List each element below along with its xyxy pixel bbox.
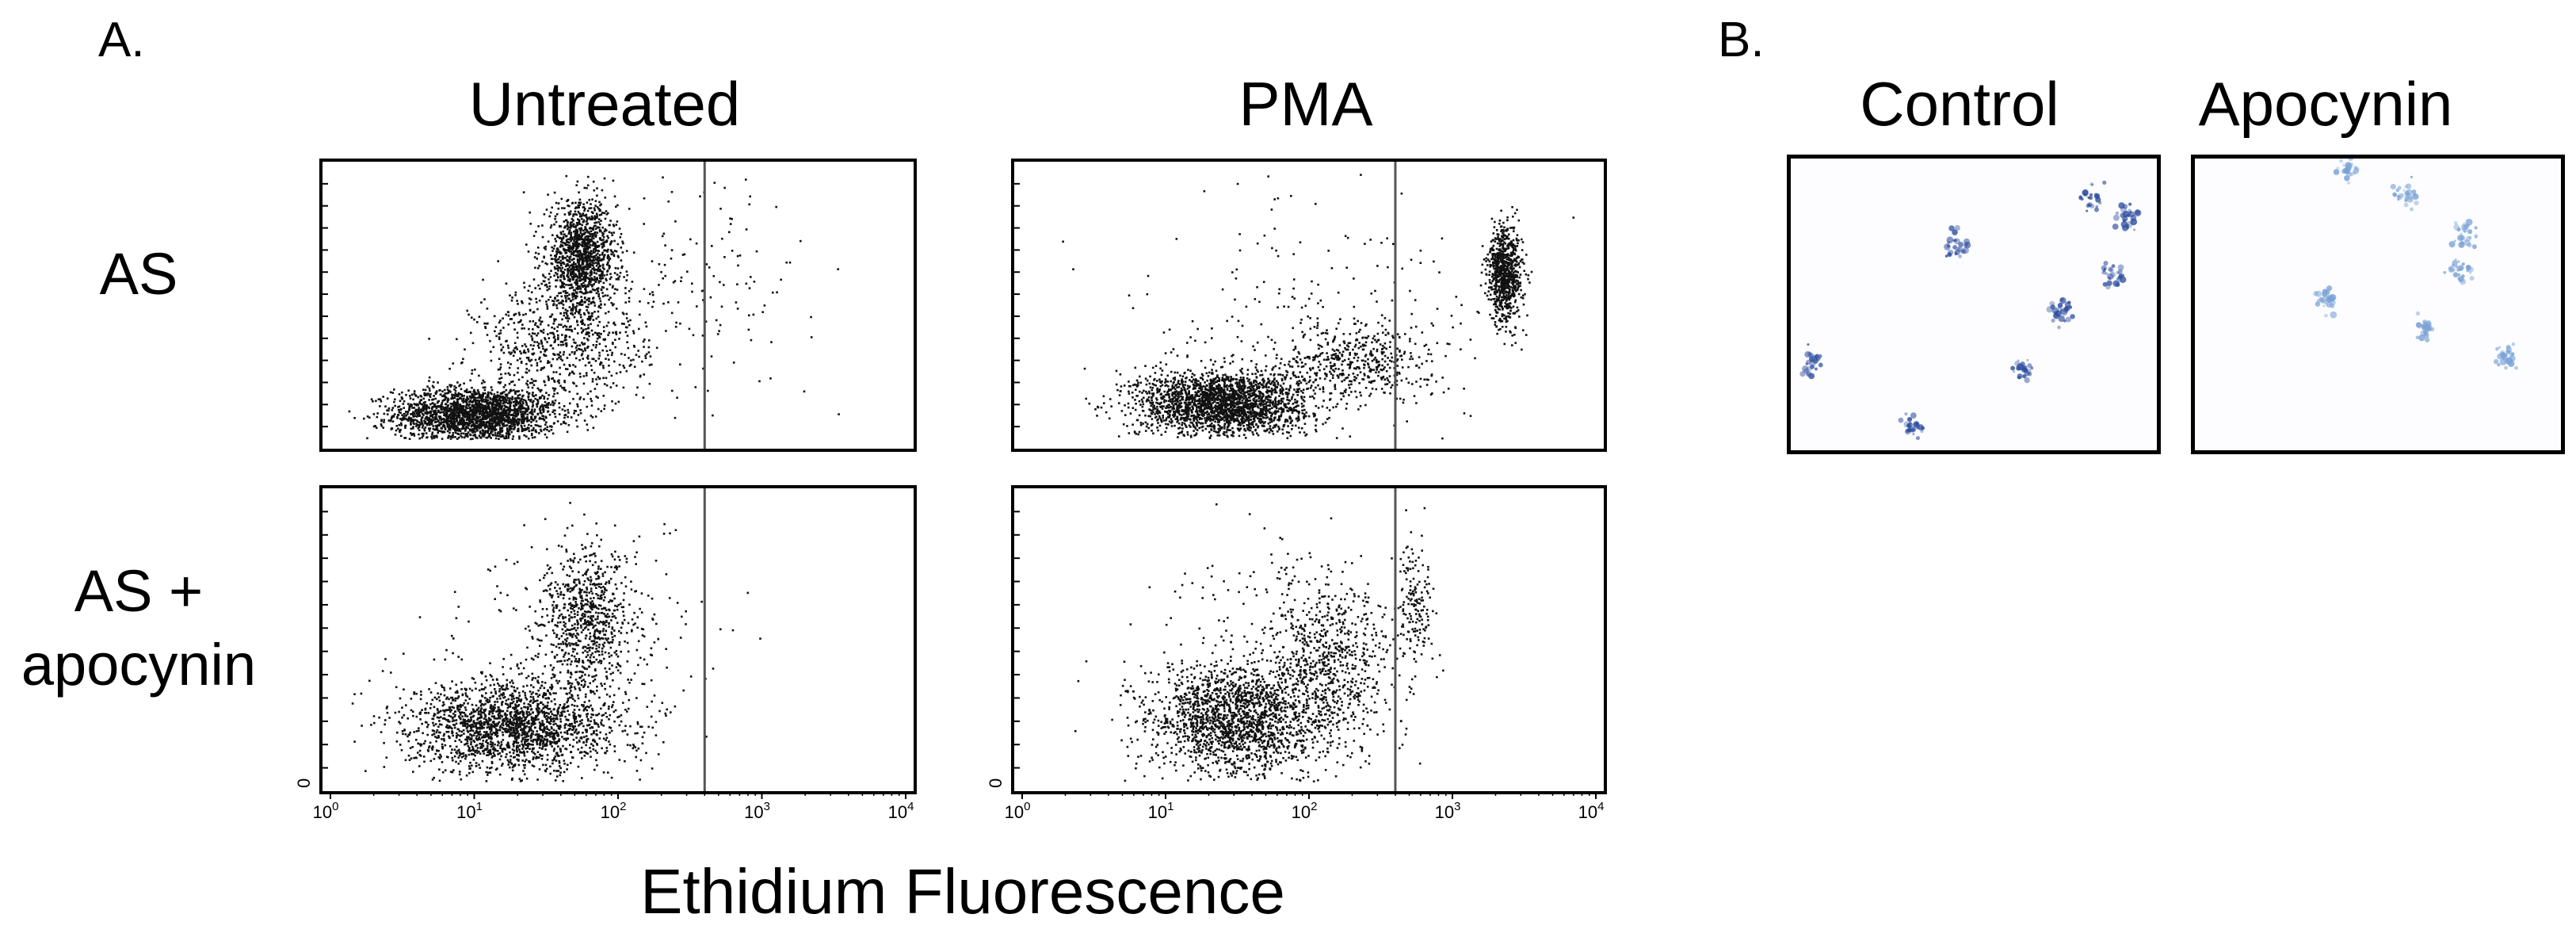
micrograph-control-svg: [1799, 180, 2142, 441]
scatter-svg-as-apocynin-pma: 100 101 102 103 104 0: [986, 488, 1604, 822]
stained-cell: [2448, 218, 2479, 250]
x-tick-label: 104: [1578, 800, 1605, 822]
scatter-plot-as-apocynin-pma: 100 101 102 103 104 0: [986, 485, 1607, 822]
x-tick-label: 100: [1005, 800, 1031, 822]
stained-cell: [1944, 224, 1971, 258]
row-label-as: AS: [100, 238, 178, 312]
x-tick-label: 103: [744, 800, 770, 822]
scatter-plot-as-pma: [1011, 159, 1607, 452]
micrograph-apocynin-svg: [2313, 159, 2518, 370]
column-title-apocynin: Apocynin: [2198, 69, 2453, 139]
stained-cell: [2010, 358, 2034, 384]
scatter-svg-as-pma: [1014, 162, 1575, 449]
stained-cell: [1799, 342, 1823, 380]
x-tick-label: 102: [1292, 800, 1318, 822]
micrograph-apocynin: [2191, 155, 2565, 454]
x-tick-label: 100: [313, 800, 339, 822]
stained-cell: [2112, 202, 2142, 231]
stained-cell: [2046, 296, 2075, 330]
column-title-untreated: Untreated: [468, 69, 741, 139]
scatter-svg-as-untreated: [322, 162, 840, 449]
row-label-as-apocynin-line-2: apocynin: [21, 631, 257, 698]
x-tick-label: 102: [601, 800, 627, 822]
stained-cell: [2313, 285, 2337, 319]
stained-cell: [2390, 175, 2419, 212]
column-title-control: Control: [1860, 69, 2059, 139]
panel-b-label: B.: [1718, 13, 1765, 67]
scatter-points: [348, 174, 840, 441]
column-title-pma: PMA: [1238, 69, 1373, 139]
panel-a-label: A.: [98, 13, 145, 67]
stained-cell: [2333, 159, 2360, 185]
micrograph-control: [1787, 155, 2161, 454]
stained-cell: [2101, 260, 2127, 290]
x-tick-label: 101: [456, 800, 483, 822]
row-label-as-apocynin: AS + apocynin: [21, 555, 256, 702]
y-zero-label: 0: [294, 778, 314, 788]
stained-cell: [2415, 311, 2435, 342]
stained-cell: [2493, 342, 2518, 370]
x-tick-label: 103: [1435, 800, 1461, 822]
scatter-points: [351, 502, 761, 782]
scatter-plot-as-apocynin-untreated: 100 101 102 103 104 0: [294, 485, 917, 822]
x-tick-label: 104: [888, 800, 914, 822]
y-zero-label: 0: [986, 778, 1006, 788]
row-label-as-apocynin-line-1: AS +: [74, 558, 204, 624]
scatter-svg-as-apocynin-untreated: 100 101 102 103 104 0: [294, 488, 914, 822]
scatter-plot-as-untreated: [319, 159, 917, 452]
stained-cell: [2443, 258, 2475, 285]
row-label-as-line: AS: [99, 241, 178, 307]
x-axis-title: Ethidium Fluorescence: [640, 856, 1285, 927]
x-tick-label: 101: [1148, 800, 1174, 822]
stained-cell: [2078, 180, 2107, 212]
scatter-points: [1074, 503, 1444, 782]
scatter-points: [1062, 174, 1575, 440]
stained-cell: [1898, 412, 1925, 441]
